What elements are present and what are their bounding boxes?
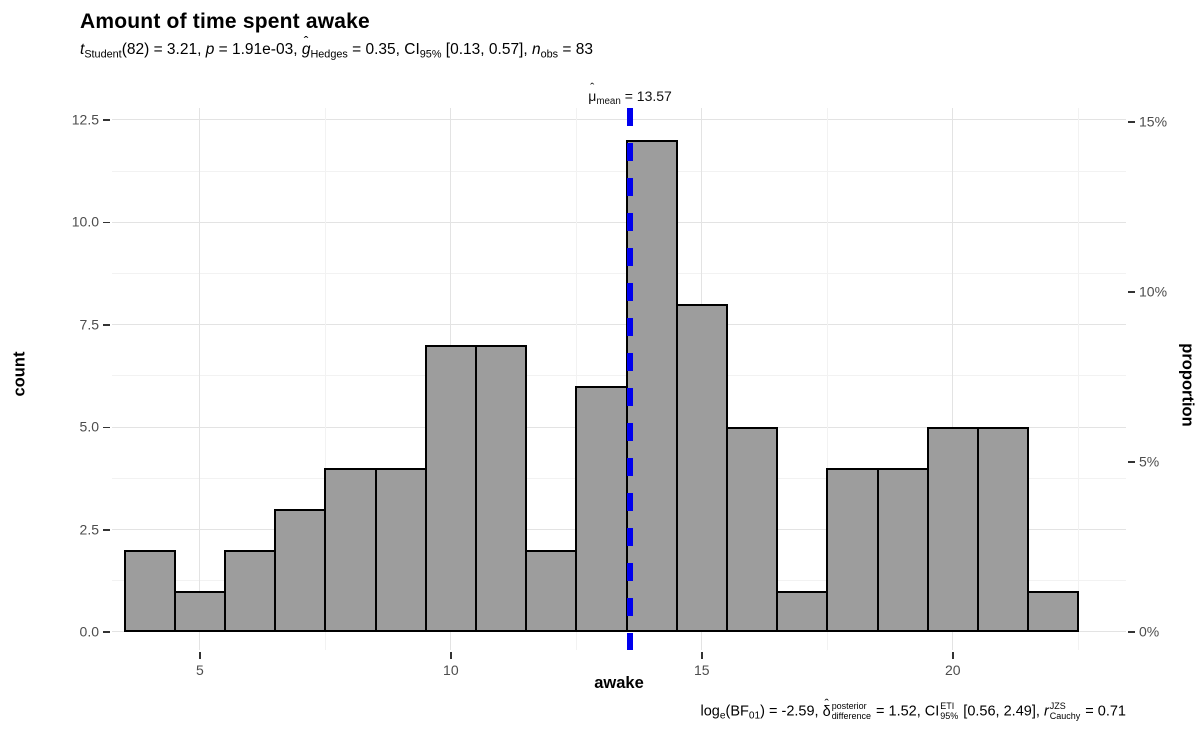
x-tick-mark xyxy=(701,652,703,659)
text-segment: JZS Cauchy xyxy=(1049,701,1081,721)
y-right-tick-label: 5% xyxy=(1139,453,1160,470)
y-right-tick-mark xyxy=(1128,631,1135,633)
text-segment: 95% xyxy=(419,48,442,61)
text-segment: p xyxy=(205,41,215,58)
histogram-bar xyxy=(926,427,979,632)
histogram-bar xyxy=(1027,591,1080,632)
y-left-tick-label: 5.0 xyxy=(79,418,99,435)
x-major-gridline xyxy=(952,108,954,650)
histogram-bar xyxy=(776,591,829,632)
text-segment: = 83 xyxy=(558,41,593,58)
y-left-tick-mark xyxy=(103,529,110,531)
x-tick-label: 10 xyxy=(443,662,459,678)
text-segment: [0.56, 2.49], xyxy=(959,703,1044,720)
y-axis-title-proportion: proportion xyxy=(1178,343,1197,427)
text-segment: r xyxy=(1043,703,1049,720)
x-tick-mark xyxy=(450,652,452,659)
mean-dashed-line xyxy=(627,108,634,650)
y-right-tick-mark xyxy=(1128,121,1135,123)
text-segment: = 1.52, CI xyxy=(871,703,940,720)
histogram-bar xyxy=(324,468,377,632)
histogram-bar xyxy=(826,468,879,632)
y-left-tick-label: 2.5 xyxy=(79,521,99,538)
y-major-gridline xyxy=(112,221,1126,223)
text-segment: ETI 95% xyxy=(940,701,959,721)
histogram-bar xyxy=(223,550,277,632)
x-minor-gridline xyxy=(324,108,326,650)
y-major-gridline xyxy=(112,324,1126,326)
y-right-tick-mark xyxy=(1128,461,1135,463)
histogram-bar xyxy=(474,345,528,632)
text-segment: 01 xyxy=(748,710,761,722)
y-minor-gridline xyxy=(112,375,1126,377)
y-minor-gridline xyxy=(112,273,1126,274)
y-left-tick-label: 0.0 xyxy=(79,623,99,640)
y-major-gridline xyxy=(112,119,1126,121)
text-segment: δ xyxy=(823,704,831,720)
text-segment: ) = -2.59, xyxy=(760,703,823,720)
text-segment: mean xyxy=(596,95,621,107)
x-axis-title: awake xyxy=(594,674,644,692)
text-segment: e xyxy=(719,710,726,722)
y-left-tick-label: 12.5 xyxy=(71,111,99,128)
x-major-gridline xyxy=(199,108,201,650)
x-tick-label: 5 xyxy=(195,662,204,678)
text-segment: g xyxy=(302,41,311,59)
histogram-bar xyxy=(976,427,1030,632)
histogram-bar xyxy=(575,386,628,632)
text-segment: (BF xyxy=(725,703,749,720)
histogram-bar xyxy=(173,591,226,632)
histogram-bar xyxy=(876,468,929,632)
x-tick-label: 15 xyxy=(694,662,710,678)
y-left-tick-mark xyxy=(103,426,110,429)
histogram-bar xyxy=(725,427,779,632)
plot-panel xyxy=(112,108,1126,650)
text-segment: [0.13, 0.57], xyxy=(441,41,532,58)
text-segment: = 13.57 xyxy=(620,88,672,104)
text-segment: = 0.71 xyxy=(1081,703,1126,720)
y-left-tick-mark xyxy=(103,119,110,121)
text-segment: obs xyxy=(540,48,559,61)
histogram-bar xyxy=(274,509,327,632)
text-segment: = 0.35, CI xyxy=(347,41,420,58)
y-minor-gridline xyxy=(112,170,1126,172)
x-tick-label: 20 xyxy=(945,662,961,678)
histogram-bar xyxy=(123,550,176,632)
text-segment: (82) = 3.21, xyxy=(121,41,206,58)
text-segment: posterior difference xyxy=(831,701,871,721)
y-major-gridline xyxy=(112,631,1126,633)
y-left-tick-mark xyxy=(103,221,110,224)
x-tick-mark xyxy=(952,652,954,659)
y-axis-title-count: count xyxy=(10,351,29,397)
mean-line-label: μmean = 13.57 xyxy=(588,88,672,107)
y-right-tick-label: 10% xyxy=(1139,283,1168,300)
x-minor-gridline xyxy=(1077,108,1079,650)
chart-title: Amount of time spent awake xyxy=(80,10,370,33)
text-segment: Hedges xyxy=(310,48,348,61)
text-segment: n xyxy=(531,41,541,58)
y-left-tick-mark xyxy=(103,324,110,326)
text-segment: μ xyxy=(588,88,596,104)
x-tick-mark xyxy=(199,652,201,659)
y-left-tick-label: 7.5 xyxy=(79,316,99,333)
text-segment: Student xyxy=(84,48,122,61)
y-right-tick-label: 0% xyxy=(1139,623,1160,640)
y-right-tick-label: 15% xyxy=(1139,113,1168,130)
histogram-bar xyxy=(525,550,578,632)
x-minor-gridline xyxy=(826,108,828,650)
text-segment: t xyxy=(80,41,85,58)
histogram-bar xyxy=(374,468,427,632)
text-segment: log xyxy=(700,703,720,720)
chart-subtitle-stats: tStudent(82) = 3.21, p = 1.91e-03, gHedg… xyxy=(80,41,593,60)
y-left-tick-mark xyxy=(103,631,110,633)
y-left-tick-label: 10.0 xyxy=(71,213,99,230)
histogram-bar xyxy=(625,140,678,632)
chart-caption-bayes: loge(BF01) = -2.59, δposteriordifference… xyxy=(700,701,1126,722)
x-minor-gridline xyxy=(575,108,577,650)
text-segment: = 1.91e-03, xyxy=(214,41,302,58)
histogram-bar xyxy=(424,345,477,632)
histogram-bar xyxy=(675,304,728,632)
y-right-tick-mark xyxy=(1128,291,1135,293)
